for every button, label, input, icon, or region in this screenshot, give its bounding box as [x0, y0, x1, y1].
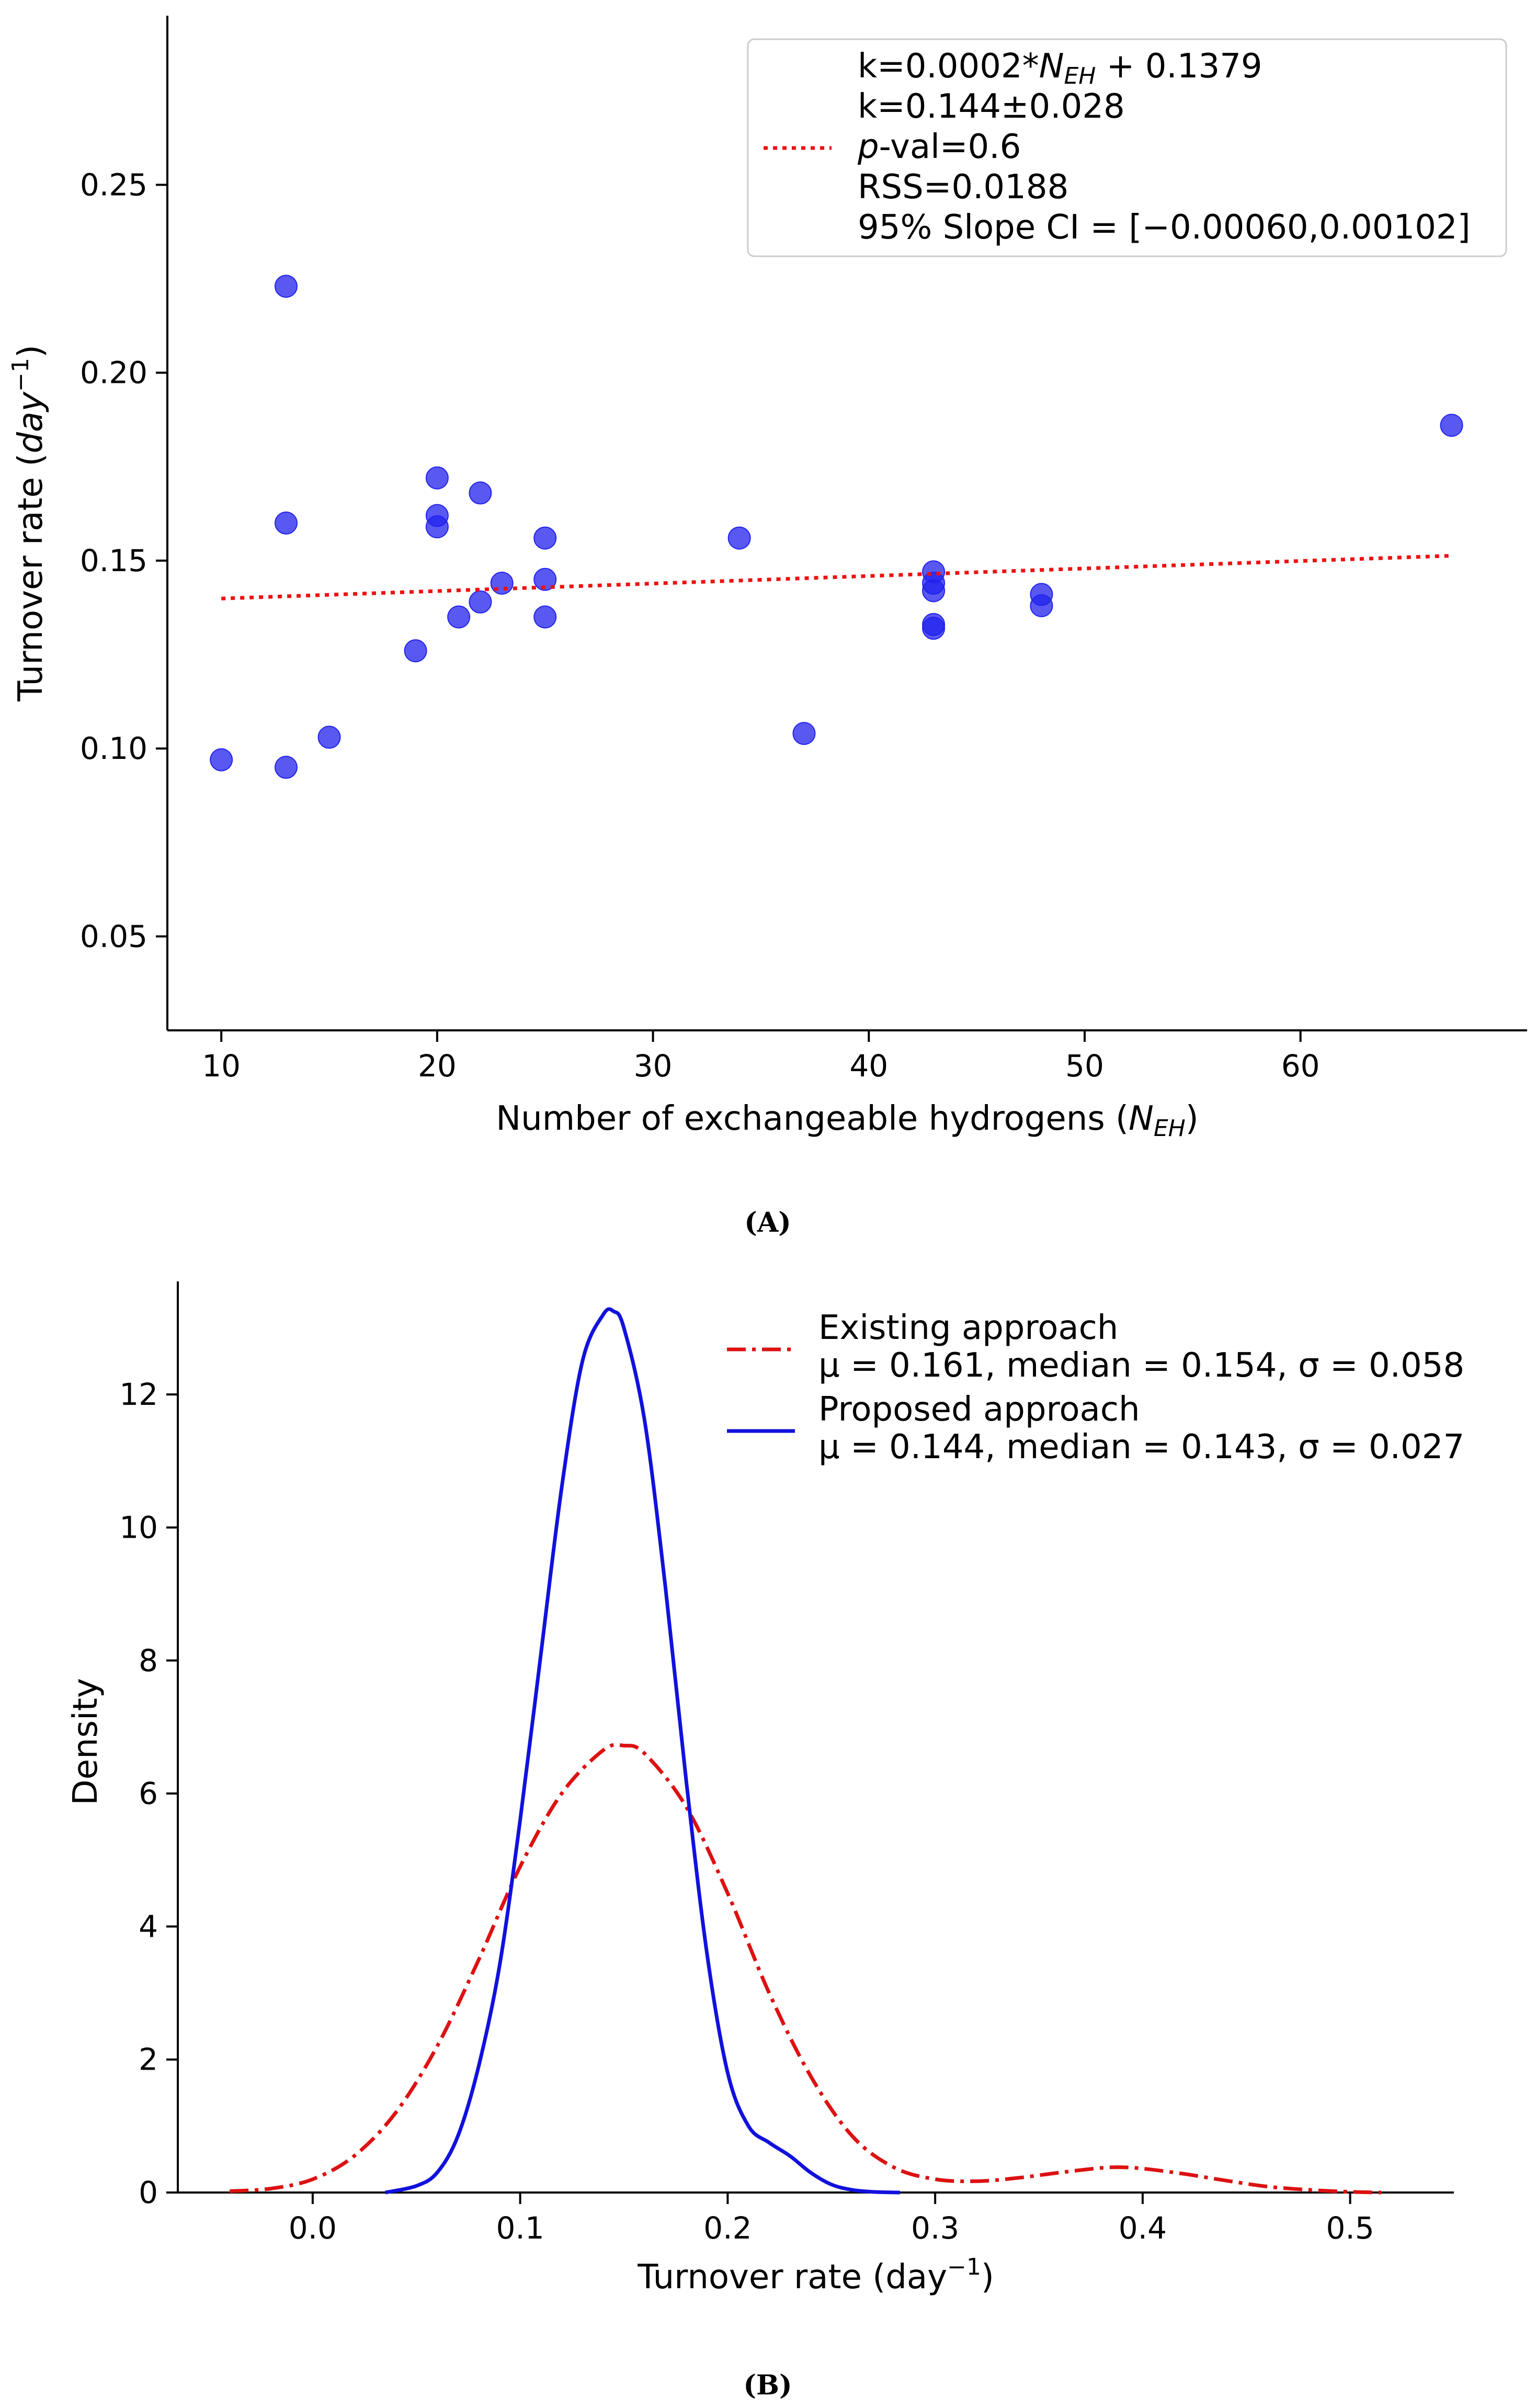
panel-a-data-point — [792, 722, 816, 745]
panel-b-y-tick-label: 6 — [139, 1776, 158, 1811]
panel-b-legend-existing-name: Existing approach — [818, 1309, 1118, 1347]
panel-a-legend-equation: k=0.0002*NEH + 0.1379 — [858, 47, 1262, 89]
panel-b-x-tick-label: 0.2 — [703, 2210, 752, 2246]
panel-b-density-chart: 0.0 0.1 0.2 0.3 0.4 0.5 0 2 4 6 8 10 12 Turnover ra… — [66, 1281, 1464, 2401]
panel-a-legend-pval: p-val=0.6 — [857, 128, 1021, 166]
panel-a-x-tick-label: 10 — [202, 1048, 241, 1084]
panel-a-y-tick-label: 0.15 — [80, 543, 147, 578]
panel-a-legend-ci: 95% Slope CI = [−0.00060,0.00102] — [858, 208, 1471, 247]
panel-b-x-tick-label: 0.5 — [1326, 2210, 1374, 2246]
panel-a-data-points — [210, 275, 1463, 779]
panel-a-data-point — [469, 590, 492, 614]
panel-a-data-point — [210, 748, 233, 771]
panel-b-proposed-approach-curve — [384, 1307, 900, 2195]
panel-b-existing-approach-curve — [229, 1743, 1382, 2195]
panel-a-legend-rss: RSS=0.0188 — [858, 168, 1068, 207]
panel-b-x-tick-label: 0.4 — [1119, 2210, 1167, 2246]
panel-b-x-tick-label: 0.3 — [911, 2210, 959, 2246]
panel-b-y-tick-label: 4 — [139, 1909, 158, 1944]
panel-a-y-tick-label: 0.20 — [80, 355, 147, 391]
panel-a-data-point — [425, 515, 449, 539]
panel-a-data-point — [533, 605, 557, 629]
panel-b-legend-existing-stats: μ = 0.161, median = 0.154, σ = 0.058 — [818, 1346, 1464, 1385]
panel-a-x-tick-label: 60 — [1281, 1048, 1320, 1084]
panel-a-data-point — [274, 275, 298, 298]
panel-a-x-ticks: 10 20 30 40 50 60 — [202, 1030, 1320, 1084]
panel-a-y-tick-label: 0.10 — [80, 731, 147, 766]
panel-b-legend-proposed-name: Proposed approach — [818, 1390, 1140, 1429]
panel-b-y-axis-label: Density — [66, 1678, 105, 1805]
panel-a-legend-k: k=0.144±0.028 — [858, 87, 1125, 126]
panel-a-data-point — [533, 567, 557, 591]
panel-a-legend: k=0.0002*NEH + 0.1379 k=0.144±0.028 p-va… — [747, 38, 1507, 257]
panel-b-x-axis-label: Turnover rate (day−1) — [637, 2254, 994, 2297]
panel-b-y-tick-label: 10 — [119, 1509, 158, 1545]
panel-b-x-tick-label: 0.0 — [289, 2210, 337, 2246]
panel-a-x-tick-label: 20 — [418, 1048, 457, 1084]
panel-a-x-tick-label: 50 — [1065, 1048, 1104, 1084]
panel-a-data-point — [1030, 594, 1053, 618]
panel-a-data-point — [404, 639, 427, 663]
panel-a-y-tick-label: 0.25 — [80, 167, 147, 202]
panel-b-caption: (B) — [743, 2369, 792, 2401]
panel-a-data-point — [533, 526, 557, 550]
panel-a-legend-box — [747, 38, 1507, 257]
panel-a-fit-line — [221, 554, 1452, 600]
panel-b-y-tick-label: 12 — [119, 1377, 158, 1412]
panel-a-data-point — [447, 605, 471, 629]
panel-a-y-axis-label: Turnover rate (day−1) — [7, 345, 50, 702]
panel-a-data-point — [922, 617, 946, 640]
panel-b-legend: Existing approach μ = 0.161, median = 0.… — [727, 1309, 1464, 1467]
panel-b-y-tick-label: 2 — [139, 2042, 158, 2077]
panel-a-data-point — [274, 512, 298, 535]
panel-a-data-point — [727, 526, 751, 550]
panel-a-y-ticks: 0.05 0.10 0.15 0.20 0.25 — [80, 167, 167, 954]
panel-a-data-point — [274, 756, 298, 779]
panel-b-legend-proposed-stats: μ = 0.144, median = 0.143, σ = 0.027 — [818, 1428, 1464, 1467]
panel-a-y-tick-label: 0.05 — [80, 918, 147, 954]
panel-b-y-ticks: 0 2 4 6 8 10 12 — [119, 1377, 178, 2210]
panel-a-data-point — [317, 725, 341, 749]
panel-b-x-tick-label: 0.1 — [496, 2210, 544, 2246]
panel-a-x-axis-label: Number of exchangeable hydrogens (NEH) — [496, 1099, 1198, 1142]
panel-a-x-tick-label: 40 — [849, 1048, 888, 1084]
panel-a-caption: (A) — [744, 1207, 791, 1239]
panel-a-data-point — [469, 481, 492, 505]
panel-a-data-point — [922, 579, 946, 603]
panel-a-data-point — [1440, 414, 1463, 437]
panel-b-x-ticks: 0.0 0.1 0.2 0.3 0.4 0.5 — [289, 2193, 1374, 2246]
panel-b-y-tick-label: 8 — [139, 1643, 158, 1678]
panel-a-data-point — [425, 466, 449, 490]
panel-a-scatter-chart: 10 20 30 40 50 60 0.05 0.10 0.15 0.20 0.25 Number… — [7, 16, 1527, 1239]
panel-b-y-tick-label: 0 — [139, 2175, 158, 2210]
panel-a-x-tick-label: 30 — [634, 1048, 673, 1084]
